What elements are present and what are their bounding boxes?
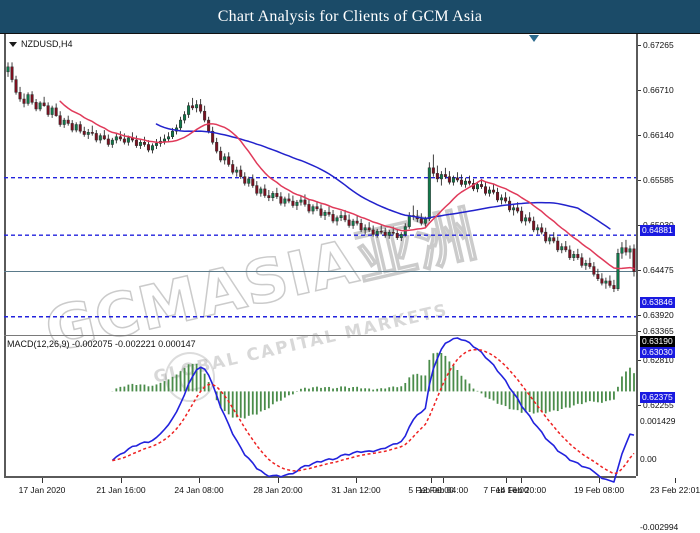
macd-chart-layer [111,337,635,483]
time-axis-labels: 17 Jan 2020 21 Jan 16:00 24 Jan 08:00 28 Ja… [0,478,700,500]
price-tick-label: 0.63365 [638,326,674,337]
time-tick-label: 7 Feb 16:00 [483,485,529,495]
time-tick-mark [675,478,676,483]
chart-screenshot: Chart Analysis for Clients of GCM Asia G… [0,0,700,500]
time-tick-mark [278,478,279,483]
price-level-tag: 0.64881 [640,225,675,236]
time-tick-mark [599,478,600,483]
price-level-tag: 0.62375 [640,392,675,403]
price-tick-label: 0.63920 [638,310,674,321]
page-title: Chart Analysis for Clients of GCM Asia [217,8,483,25]
price-tick-label: 0.64475 [638,265,674,276]
time-axis-line [4,476,636,478]
time-tick-mark [521,478,522,483]
chart-marker-icon[interactable] [529,35,539,42]
time-tick-label: 12 Feb 04:00 [417,485,469,495]
time-tick-label: 17 Jan 2020 [18,485,66,495]
price-tick-label: 0.65585 [638,175,674,186]
time-tick-mark [431,478,432,483]
price-chart-layer [6,62,636,293]
time-tick-label: 14 Feb 20:00 [495,485,547,495]
price-tick-label: 0.66710 [638,85,674,96]
time-tick-label: 28 Jan 20:00 [253,485,303,495]
price-tick-label: 0.62255 [638,400,674,411]
price-tick-label: 0.62810 [638,355,674,366]
price-level-tag: 0.63846 [640,297,675,308]
macd-tick-label: -0.002994 [640,522,679,532]
level-lines-layer [4,177,636,318]
time-tick-mark [199,478,200,483]
caret-down-icon [9,41,17,47]
time-tick-label: 31 Jan 12:00 [331,485,381,495]
panel-divider [4,335,636,336]
macd-legend: MACD(12,26,9) -0.002075 -0.002221 0.0001… [7,339,196,349]
price-tick-label: 0.66140 [638,130,674,141]
price-axis-labels: 0.672650.667100.661400.655850.650300.644… [638,34,700,532]
macd-tick-label: 0.001429 [640,416,676,426]
title-bar: Chart Analysis for Clients of GCM Asia [0,0,700,33]
time-tick-label: 23 Feb 22:01 [649,485,700,495]
time-tick-label: 5 Feb 00:00 [408,485,454,495]
chart-frame: GCMASIA亚洲 GLOBAL CAPITAL MARKETS NZDUSD,… [0,33,700,532]
time-tick-mark [42,478,43,483]
symbol-selector[interactable]: NZDUSD,H4 [6,38,76,50]
price-level-tag: 0.63030 [640,347,675,358]
time-tick-label: 24 Jan 08:00 [174,485,224,495]
price-level-tag: 0.63190 [640,336,675,347]
macd-tick-label: 0.00 [640,454,657,464]
price-tick-label: 0.67265 [638,40,674,51]
time-tick-mark [443,478,444,483]
time-tick-mark [121,478,122,483]
time-tick-label: 21 Jan 16:00 [96,485,146,495]
time-tick-label: 19 Feb 08:00 [573,485,625,495]
price-axis-line [636,34,638,476]
time-tick-mark [356,478,357,483]
symbol-label: NZDUSD,H4 [21,39,73,49]
time-tick-mark [506,478,507,483]
